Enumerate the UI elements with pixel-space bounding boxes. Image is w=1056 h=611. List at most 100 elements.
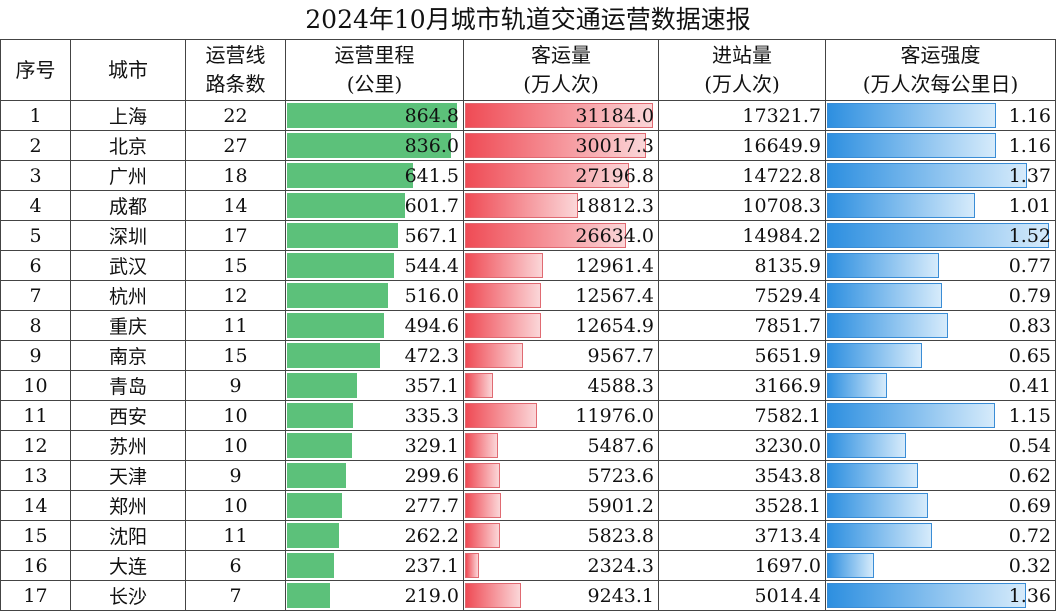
table-row: 14 郑州 10 277.7 5901.2 3528.1 0.69 [0,490,1056,521]
table-row: 8 重庆 11 494.6 12654.9 7851.7 0.83 [0,310,1056,341]
cell-intensity-value: 0.54 [1008,434,1051,457]
cell-passengers: 5723.6 [463,460,659,491]
cell-lines: 7 [185,580,286,611]
cell-city: 上海 [70,100,186,131]
cell-passengers-value: 5823.8 [587,524,654,547]
cell-mileage-value: 219.0 [404,584,459,607]
cell-mileage-bar [287,193,405,218]
cell-passengers-value: 5901.2 [587,494,654,517]
cell-intensity-bar [827,163,1027,188]
cell-city: 重庆 [70,310,186,341]
cell-entries-value: 1697.0 [754,554,821,577]
cell-passengers: 30017.3 [463,130,659,161]
cell-city: 天津 [70,460,186,491]
table-row: 10 青岛 9 357.1 4588.3 3166.9 0.41 [0,370,1056,401]
cell-passengers: 26634.0 [463,220,659,251]
cell-city: 北京 [70,130,186,161]
cell-passengers: 12961.4 [463,250,659,281]
cell-rank: 15 [0,520,71,551]
table-row: 15 沈阳 11 262.2 5823.8 3713.4 0.72 [0,520,1056,551]
cell-entries: 7582.1 [658,400,826,431]
cell-city: 杭州 [70,280,186,311]
cell-city: 大连 [70,550,186,581]
table-row: 13 天津 9 299.6 5723.6 3543.8 0.62 [0,460,1056,491]
cell-intensity-value: 0.77 [1008,254,1051,277]
cell-mileage-value: 329.1 [404,434,459,457]
cell-entries: 3543.8 [658,460,826,491]
cell-intensity-bar [827,343,922,368]
cell-mileage: 299.6 [285,460,464,491]
cell-intensity-value: 0.41 [1008,374,1051,397]
cell-intensity-bar [827,133,996,158]
cell-city: 武汉 [70,250,186,281]
cell-passengers-bar [465,463,500,488]
cell-passengers-bar [465,253,543,278]
cell-lines: 10 [185,490,286,521]
cell-rank: 16 [0,550,71,581]
cell-mileage-bar [287,433,352,458]
cell-intensity: 0.83 [825,310,1056,341]
cell-entries: 3528.1 [658,490,826,521]
cell-mileage-bar [287,343,380,368]
cell-lines: 11 [185,520,286,551]
cell-intensity: 0.41 [825,370,1056,401]
cell-passengers-bar [465,553,479,578]
cell-intensity: 0.72 [825,520,1056,551]
cell-entries: 5014.4 [658,580,826,611]
cell-mileage-value: 516.0 [404,284,459,307]
cell-mileage: 219.0 [285,580,464,611]
cell-mileage-bar [287,553,334,578]
cell-mileage: 335.3 [285,400,464,431]
cell-lines: 27 [185,130,286,161]
cell-rank: 4 [0,190,71,221]
cell-mileage: 641.5 [285,160,464,191]
cell-rank: 9 [0,340,71,371]
cell-city: 西安 [70,400,186,431]
cell-entries-value: 16649.9 [742,134,821,157]
cell-intensity-value: 0.32 [1008,554,1051,577]
cell-passengers: 27196.8 [463,160,659,191]
cell-entries-value: 3166.9 [754,374,821,397]
cell-passengers-value: 31184.0 [575,104,654,127]
header-entries: 进站量 (万人次) [658,39,826,101]
cell-intensity: 0.62 [825,460,1056,491]
cell-passengers-value: 12567.4 [575,284,654,307]
cell-mileage-value: 472.3 [404,344,459,367]
cell-passengers: 5901.2 [463,490,659,521]
cell-mileage-bar [287,403,353,428]
table-row: 4 成都 14 601.7 18812.3 10708.3 1.01 [0,190,1056,221]
cell-mileage-bar [287,583,330,608]
cell-passengers-value: 26634.0 [575,224,654,247]
cell-passengers-bar [465,523,500,548]
header-row: 序号 城市 运营线 路条数 运营里程 (公里) 客运量 (万人次) 进站量 (万人次) … [0,39,1056,101]
cell-rank: 10 [0,370,71,401]
cell-intensity: 0.65 [825,340,1056,371]
header-lines: 运营线 路条数 [185,39,286,101]
cell-entries: 3230.0 [658,430,826,461]
cell-mileage-value: 335.3 [404,404,459,427]
cell-intensity-bar [827,313,948,338]
cell-mileage-value: 641.5 [404,164,459,187]
cell-passengers-bar [465,433,498,458]
cell-intensity-value: 0.62 [1008,464,1051,487]
cell-mileage-value: 836.0 [404,134,459,157]
cell-intensity-bar [827,523,932,548]
cell-rank: 14 [0,490,71,521]
cell-intensity: 0.69 [825,490,1056,521]
cell-passengers-bar [465,283,541,308]
cell-lines: 10 [185,400,286,431]
cell-intensity: 0.79 [825,280,1056,311]
cell-passengers: 9567.7 [463,340,659,371]
cell-intensity-value: 1.16 [1008,104,1051,127]
cell-passengers: 12654.9 [463,310,659,341]
cell-passengers-value: 12654.9 [575,314,654,337]
cell-entries-value: 7851.7 [754,314,821,337]
cell-passengers-bar [465,373,493,398]
cell-intensity-value: 0.72 [1008,524,1051,547]
cell-intensity: 1.16 [825,100,1056,131]
cell-rank: 12 [0,430,71,461]
cell-mileage-value: 544.4 [404,254,459,277]
cell-city: 长沙 [70,580,186,611]
table-row: 2 北京 27 836.0 30017.3 16649.9 1.16 [0,130,1056,161]
cell-mileage: 329.1 [285,430,464,461]
